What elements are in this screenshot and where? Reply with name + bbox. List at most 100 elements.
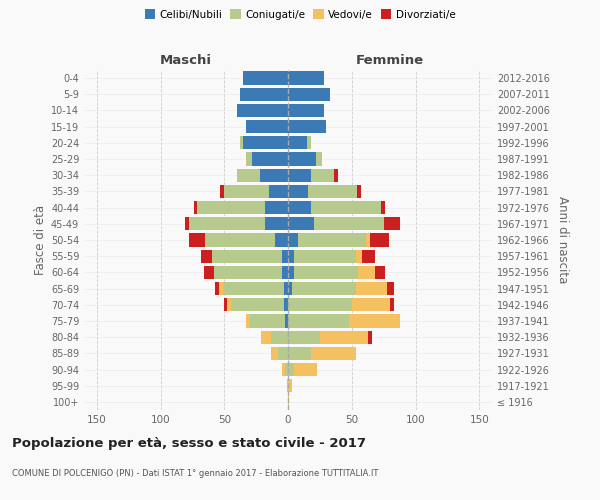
Bar [286, 363, 288, 376]
Bar [223, 282, 284, 295]
Bar [307, 136, 311, 149]
Bar [288, 314, 349, 328]
Bar [288, 185, 308, 198]
Bar [284, 282, 288, 295]
Bar [265, 201, 288, 214]
Bar [383, 217, 400, 230]
Bar [284, 298, 288, 312]
Bar [311, 201, 381, 214]
Bar [271, 346, 278, 360]
Bar [265, 217, 288, 230]
Bar [295, 266, 358, 279]
Bar [288, 266, 295, 279]
Bar [237, 104, 288, 117]
Bar [292, 282, 356, 295]
Bar [278, 346, 288, 360]
Bar [288, 330, 320, 344]
Legend: Celibi/Nubili, Coniugati/e, Vedovi/e, Divorziati/e: Celibi/Nubili, Coniugati/e, Vedovi/e, Di… [140, 5, 460, 24]
Bar [246, 120, 288, 134]
Bar [250, 314, 286, 328]
Bar [288, 217, 314, 230]
Bar [260, 168, 288, 182]
Bar [205, 234, 275, 246]
Bar [261, 330, 271, 344]
Bar [295, 250, 356, 263]
Bar [288, 104, 324, 117]
Bar [334, 168, 338, 182]
Bar [362, 250, 375, 263]
Bar [239, 136, 244, 149]
Bar [288, 346, 311, 360]
Text: COMUNE DI POLCENIGO (PN) - Dati ISTAT 1° gennaio 2017 - Elaborazione TUTTITALIA.: COMUNE DI POLCENIGO (PN) - Dati ISTAT 1°… [12, 469, 379, 478]
Bar [244, 136, 288, 149]
Bar [288, 120, 326, 134]
Bar [358, 266, 375, 279]
Bar [316, 152, 322, 166]
Bar [288, 396, 289, 408]
Bar [288, 363, 295, 376]
Bar [185, 217, 188, 230]
Bar [188, 234, 205, 246]
Bar [188, 217, 265, 230]
Bar [288, 136, 307, 149]
Bar [288, 234, 298, 246]
Bar [288, 152, 316, 166]
Bar [288, 298, 352, 312]
Bar [288, 168, 311, 182]
Bar [239, 88, 288, 101]
Bar [214, 266, 281, 279]
Bar [388, 282, 394, 295]
Bar [288, 379, 292, 392]
Bar [253, 152, 288, 166]
Bar [288, 72, 324, 85]
Y-axis label: Anni di nascita: Anni di nascita [556, 196, 569, 284]
Bar [202, 250, 212, 263]
Bar [215, 282, 219, 295]
Text: Femmine: Femmine [356, 54, 424, 67]
Bar [197, 201, 265, 214]
Bar [375, 266, 385, 279]
Bar [288, 282, 292, 295]
Bar [246, 152, 253, 166]
Bar [288, 88, 330, 101]
Bar [204, 266, 214, 279]
Bar [370, 234, 389, 246]
Bar [281, 363, 286, 376]
Bar [356, 250, 362, 263]
Bar [224, 185, 269, 198]
Bar [275, 234, 288, 246]
Bar [356, 282, 388, 295]
Bar [220, 185, 224, 198]
Bar [271, 330, 288, 344]
Bar [246, 314, 250, 328]
Bar [219, 282, 223, 295]
Bar [194, 201, 197, 214]
Bar [314, 217, 383, 230]
Text: Popolazione per età, sesso e stato civile - 2017: Popolazione per età, sesso e stato civil… [12, 438, 366, 450]
Bar [288, 201, 311, 214]
Y-axis label: Fasce di età: Fasce di età [34, 205, 47, 275]
Bar [366, 234, 370, 246]
Bar [349, 314, 400, 328]
Bar [269, 185, 288, 198]
Bar [281, 266, 288, 279]
Bar [295, 363, 317, 376]
Bar [288, 250, 295, 263]
Bar [390, 298, 394, 312]
Bar [230, 298, 284, 312]
Bar [286, 314, 288, 328]
Bar [311, 346, 356, 360]
Bar [381, 201, 385, 214]
Bar [368, 330, 372, 344]
Bar [287, 379, 288, 392]
Bar [352, 298, 390, 312]
Bar [311, 168, 334, 182]
Text: Maschi: Maschi [160, 54, 212, 67]
Bar [224, 298, 227, 312]
Bar [320, 330, 368, 344]
Bar [237, 168, 260, 182]
Bar [357, 185, 361, 198]
Bar [281, 250, 288, 263]
Bar [227, 298, 230, 312]
Bar [212, 250, 281, 263]
